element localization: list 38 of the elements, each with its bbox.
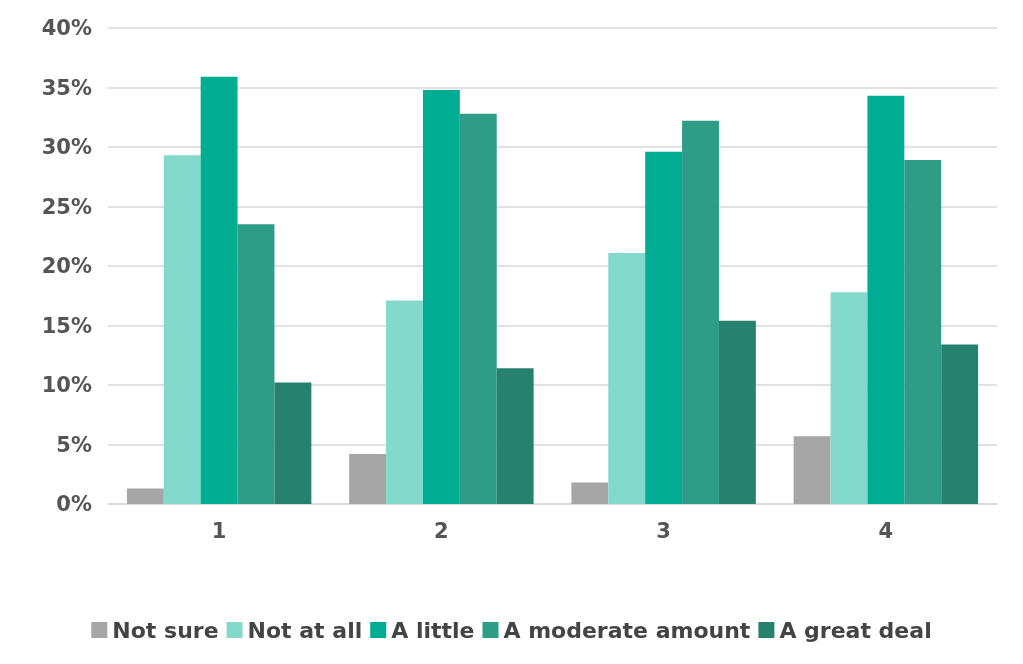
y-tick-label: 15% bbox=[41, 313, 92, 338]
x-tick-label: 1 bbox=[211, 518, 227, 543]
y-tick-label: 10% bbox=[41, 373, 92, 397]
legend-label: Not sure bbox=[112, 617, 219, 643]
bar bbox=[349, 454, 387, 504]
bar bbox=[718, 320, 756, 504]
x-tick-label: 3 bbox=[656, 518, 671, 543]
x-tick-label: 4 bbox=[878, 518, 894, 543]
bar bbox=[237, 224, 275, 504]
legend-label: Not at all bbox=[247, 617, 363, 643]
bar bbox=[608, 252, 646, 504]
bar bbox=[571, 482, 609, 504]
bar bbox=[200, 76, 238, 504]
y-tick-label: 5% bbox=[56, 432, 92, 457]
y-tick-label: 20% bbox=[41, 254, 92, 278]
bar bbox=[274, 382, 312, 504]
bar bbox=[941, 344, 979, 504]
x-tick-label: 2 bbox=[434, 518, 449, 543]
bar bbox=[163, 155, 201, 504]
y-tick-label: 30% bbox=[41, 135, 92, 159]
bar bbox=[459, 113, 497, 504]
bar bbox=[793, 436, 831, 504]
y-tick-label: 40% bbox=[41, 16, 92, 40]
bar bbox=[830, 292, 868, 504]
y-tick-label: 25% bbox=[41, 194, 92, 219]
bar bbox=[682, 120, 719, 504]
y-tick-label: 0% bbox=[56, 492, 92, 516]
y-tick-label: 35% bbox=[41, 75, 92, 100]
bar bbox=[645, 151, 683, 504]
bar bbox=[126, 488, 164, 504]
bar bbox=[496, 368, 534, 504]
legend-label: A great deal bbox=[779, 617, 932, 643]
bar bbox=[867, 95, 905, 504]
legend-label: A moderate amount bbox=[503, 617, 751, 643]
bar bbox=[422, 89, 460, 504]
legend-label: A little bbox=[391, 617, 475, 643]
bar bbox=[386, 300, 423, 504]
bar bbox=[904, 160, 942, 504]
